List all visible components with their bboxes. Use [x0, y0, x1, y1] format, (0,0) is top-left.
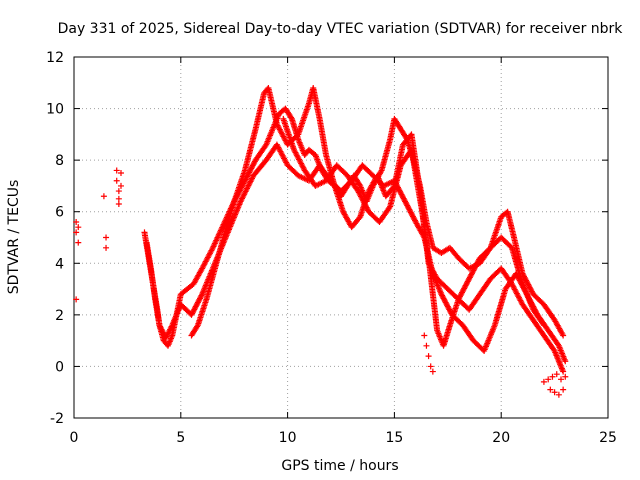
series-track-d [280, 115, 547, 349]
data-point [113, 177, 120, 184]
data-point [425, 353, 432, 360]
y-tick-label: 4 [55, 256, 64, 272]
series-early-points [73, 167, 124, 303]
data-point [555, 391, 562, 398]
data-point [427, 363, 434, 370]
data-point [198, 292, 205, 299]
x-tick-label: 15 [385, 430, 403, 446]
data-point [549, 373, 556, 380]
data-point [560, 332, 567, 339]
data-point [560, 386, 567, 393]
data-point [73, 296, 80, 303]
x-tick-label: 20 [492, 430, 510, 446]
data-point [117, 182, 124, 189]
data-point [386, 204, 393, 211]
data-point [545, 376, 552, 383]
x-axis-label: GPS time / hours [281, 458, 398, 474]
y-tick-label: 10 [46, 102, 64, 118]
data-point [103, 244, 110, 251]
data-point [115, 195, 122, 202]
series-late-points [421, 332, 569, 398]
data-point [115, 200, 122, 207]
data-point [551, 389, 558, 396]
data-point [547, 386, 554, 393]
y-tick-label: 12 [46, 50, 64, 66]
y-tick-label: 2 [55, 308, 64, 324]
x-tick-labels: 0 5 10 15 20 25 [70, 430, 617, 446]
y-axis-label: SDTVAR / TECUs [6, 180, 22, 295]
x-tick-label: 25 [599, 430, 617, 446]
y-tick-label: 8 [55, 153, 64, 169]
y-tick-label: 0 [55, 359, 64, 375]
data-point [540, 320, 547, 327]
y-tick-label: 6 [55, 205, 64, 221]
data-point [75, 239, 82, 246]
data-point [423, 342, 430, 349]
data-point [194, 323, 201, 330]
data-point [117, 170, 124, 177]
data-point [560, 368, 567, 375]
data-point [288, 114, 295, 121]
data-point [100, 193, 107, 200]
data-point [209, 246, 216, 253]
data-points [73, 84, 569, 398]
data-point [421, 332, 428, 339]
data-point [73, 219, 80, 226]
plot-frame [73, 56, 609, 419]
data-point [75, 224, 82, 231]
y-tick-label: -2 [50, 411, 64, 427]
data-point [115, 188, 122, 195]
data-point [103, 234, 110, 241]
x-tick-label: 0 [70, 430, 79, 446]
data-point [562, 373, 569, 380]
data-point [558, 376, 565, 383]
x-tick-label: 5 [176, 430, 185, 446]
data-point [73, 229, 80, 236]
data-point [540, 378, 547, 385]
x-tick-label: 10 [279, 430, 297, 446]
axis-ticks [73, 56, 609, 419]
y-tick-labels: -2 0 2 4 6 8 10 12 [46, 50, 64, 427]
data-point [113, 167, 120, 174]
data-point [562, 358, 569, 365]
data-point [553, 371, 560, 378]
data-point [540, 322, 547, 329]
data-point [429, 368, 436, 375]
chart-title: Day 331 of 2025, Sidereal Day-to-day VTE… [58, 21, 624, 37]
